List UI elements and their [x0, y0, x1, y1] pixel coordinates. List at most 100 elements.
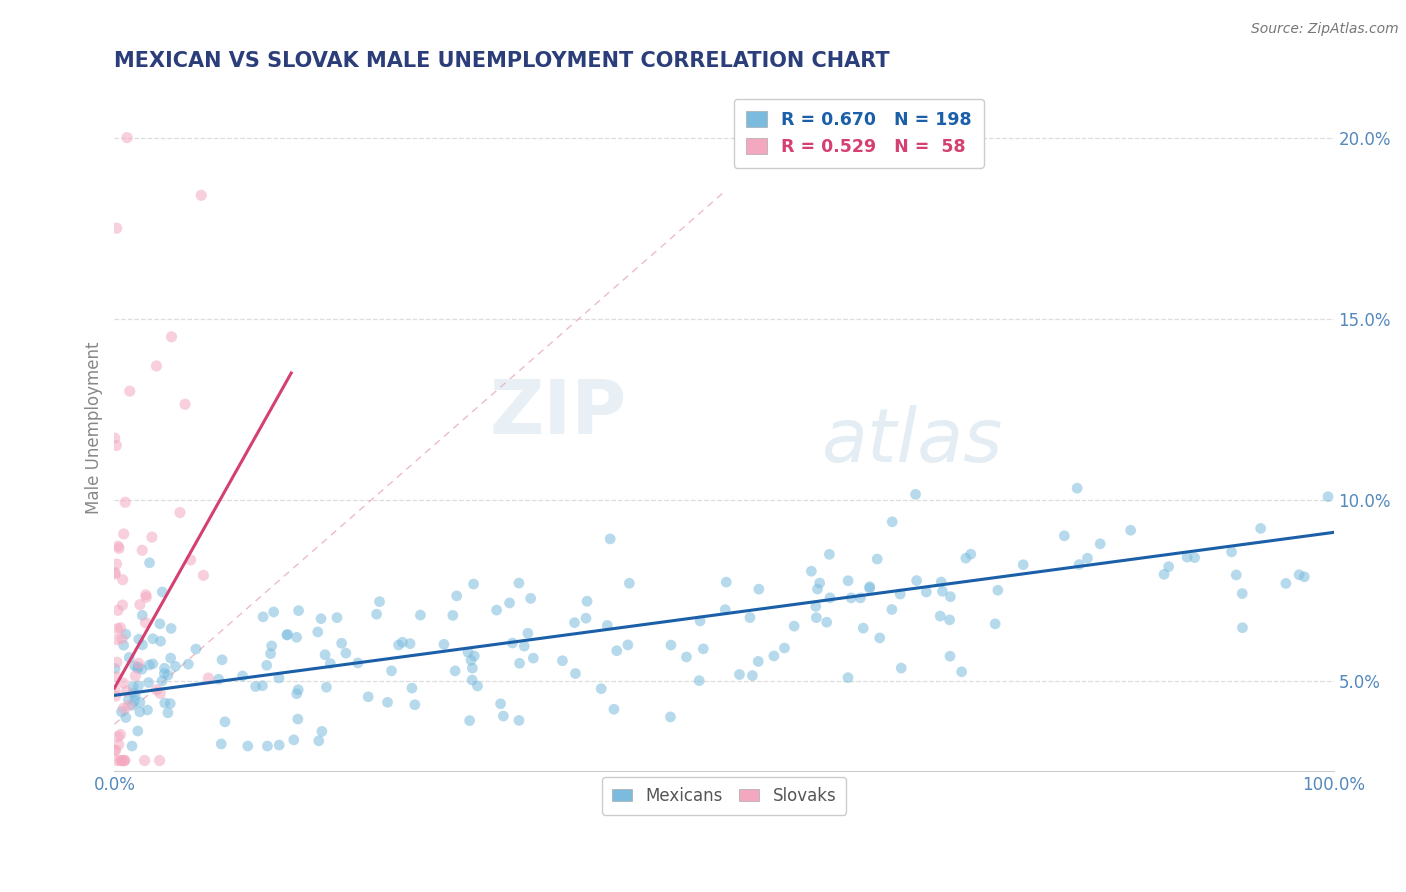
Point: [806, 610, 828, 624]
Point: [575, 611, 598, 625]
Point: [160, 330, 183, 344]
Point: [762, 648, 785, 663]
Point: [1275, 576, 1298, 591]
Text: atlas: atlas: [821, 405, 1002, 477]
Point: [747, 655, 769, 669]
Point: [169, 506, 191, 520]
Point: [460, 653, 482, 667]
Point: [104, 743, 127, 757]
Point: [127, 679, 149, 693]
Point: [115, 684, 138, 698]
Point: [446, 589, 468, 603]
Point: [1232, 621, 1254, 635]
Point: [929, 574, 952, 589]
Point: [159, 697, 181, 711]
Point: [591, 681, 613, 696]
Point: [939, 590, 962, 604]
Point: [1076, 551, 1098, 566]
Point: [118, 650, 141, 665]
Point: [576, 594, 599, 608]
Y-axis label: Male Unemployment: Male Unemployment: [86, 341, 103, 514]
Point: [741, 668, 763, 682]
Point: [564, 666, 586, 681]
Point: [516, 626, 538, 640]
Point: [309, 612, 332, 626]
Point: [124, 669, 146, 683]
Point: [1220, 545, 1243, 559]
Point: [619, 576, 641, 591]
Point: [121, 739, 143, 753]
Point: [285, 630, 308, 644]
Point: [131, 543, 153, 558]
Point: [160, 622, 183, 636]
Point: [153, 696, 176, 710]
Point: [105, 438, 128, 452]
Point: [150, 673, 173, 688]
Point: [105, 670, 128, 684]
Point: [929, 609, 952, 624]
Point: [461, 661, 484, 675]
Point: [401, 681, 423, 695]
Point: [214, 714, 236, 729]
Point: [127, 661, 149, 675]
Point: [818, 547, 841, 561]
Point: [357, 690, 380, 704]
Point: [904, 487, 927, 501]
Point: [159, 651, 181, 665]
Point: [307, 624, 329, 639]
Point: [165, 659, 187, 673]
Point: [277, 627, 299, 641]
Point: [153, 666, 176, 681]
Point: [498, 596, 520, 610]
Point: [112, 638, 135, 652]
Point: [804, 599, 827, 614]
Point: [380, 664, 402, 678]
Point: [692, 641, 714, 656]
Text: Source: ZipAtlas.com: Source: ZipAtlas.com: [1251, 22, 1399, 37]
Point: [141, 530, 163, 544]
Point: [128, 632, 150, 647]
Point: [314, 648, 336, 662]
Point: [377, 695, 399, 709]
Point: [485, 603, 508, 617]
Point: [124, 689, 146, 703]
Point: [149, 616, 172, 631]
Point: [368, 594, 391, 608]
Point: [105, 754, 128, 768]
Point: [114, 627, 136, 641]
Point: [335, 646, 357, 660]
Point: [285, 687, 308, 701]
Point: [111, 632, 134, 646]
Point: [890, 661, 912, 675]
Point: [326, 610, 349, 624]
Point: [287, 712, 309, 726]
Point: [869, 631, 891, 645]
Point: [131, 608, 153, 623]
Point: [104, 684, 127, 698]
Point: [714, 603, 737, 617]
Point: [1225, 568, 1247, 582]
Point: [150, 585, 173, 599]
Point: [905, 574, 928, 588]
Point: [245, 680, 267, 694]
Point: [112, 754, 135, 768]
Point: [267, 671, 290, 685]
Point: [659, 710, 682, 724]
Point: [939, 649, 962, 664]
Point: [107, 738, 129, 752]
Point: [1088, 537, 1111, 551]
Point: [105, 221, 128, 235]
Point: [984, 616, 1007, 631]
Point: [716, 575, 738, 590]
Point: [149, 634, 172, 648]
Point: [606, 644, 628, 658]
Point: [269, 738, 291, 752]
Point: [263, 605, 285, 619]
Point: [738, 610, 761, 624]
Point: [287, 604, 309, 618]
Point: [346, 656, 368, 670]
Point: [409, 608, 432, 623]
Point: [127, 724, 149, 739]
Point: [311, 724, 333, 739]
Point: [104, 566, 127, 581]
